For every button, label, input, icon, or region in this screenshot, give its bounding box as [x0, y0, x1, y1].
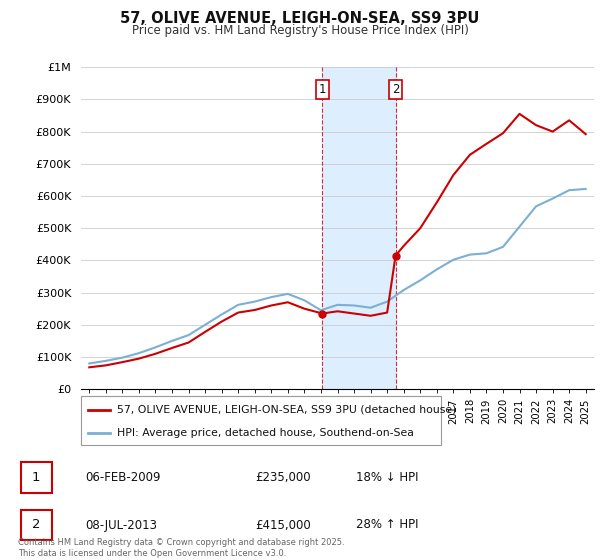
Text: Contains HM Land Registry data © Crown copyright and database right 2025.
This d: Contains HM Land Registry data © Crown c…	[18, 538, 344, 558]
FancyBboxPatch shape	[21, 462, 52, 493]
Text: 06-FEB-2009: 06-FEB-2009	[86, 471, 161, 484]
Text: 18% ↓ HPI: 18% ↓ HPI	[356, 471, 419, 484]
Text: 28% ↑ HPI: 28% ↑ HPI	[356, 519, 419, 531]
FancyBboxPatch shape	[21, 510, 52, 540]
Text: 1: 1	[319, 83, 326, 96]
Text: 1: 1	[32, 471, 40, 484]
Text: HPI: Average price, detached house, Southend-on-Sea: HPI: Average price, detached house, Sout…	[117, 428, 414, 438]
Text: 08-JUL-2013: 08-JUL-2013	[86, 519, 158, 531]
Text: £415,000: £415,000	[255, 519, 311, 531]
Bar	[322, 67, 395, 389]
Text: £235,000: £235,000	[255, 471, 311, 484]
Text: Price paid vs. HM Land Registry's House Price Index (HPI): Price paid vs. HM Land Registry's House …	[131, 24, 469, 36]
Text: 2: 2	[32, 519, 40, 531]
Text: 57, OLIVE AVENUE, LEIGH-ON-SEA, SS9 3PU (detached house): 57, OLIVE AVENUE, LEIGH-ON-SEA, SS9 3PU …	[117, 405, 457, 415]
Text: 2: 2	[392, 83, 400, 96]
Text: 57, OLIVE AVENUE, LEIGH-ON-SEA, SS9 3PU: 57, OLIVE AVENUE, LEIGH-ON-SEA, SS9 3PU	[121, 11, 479, 26]
